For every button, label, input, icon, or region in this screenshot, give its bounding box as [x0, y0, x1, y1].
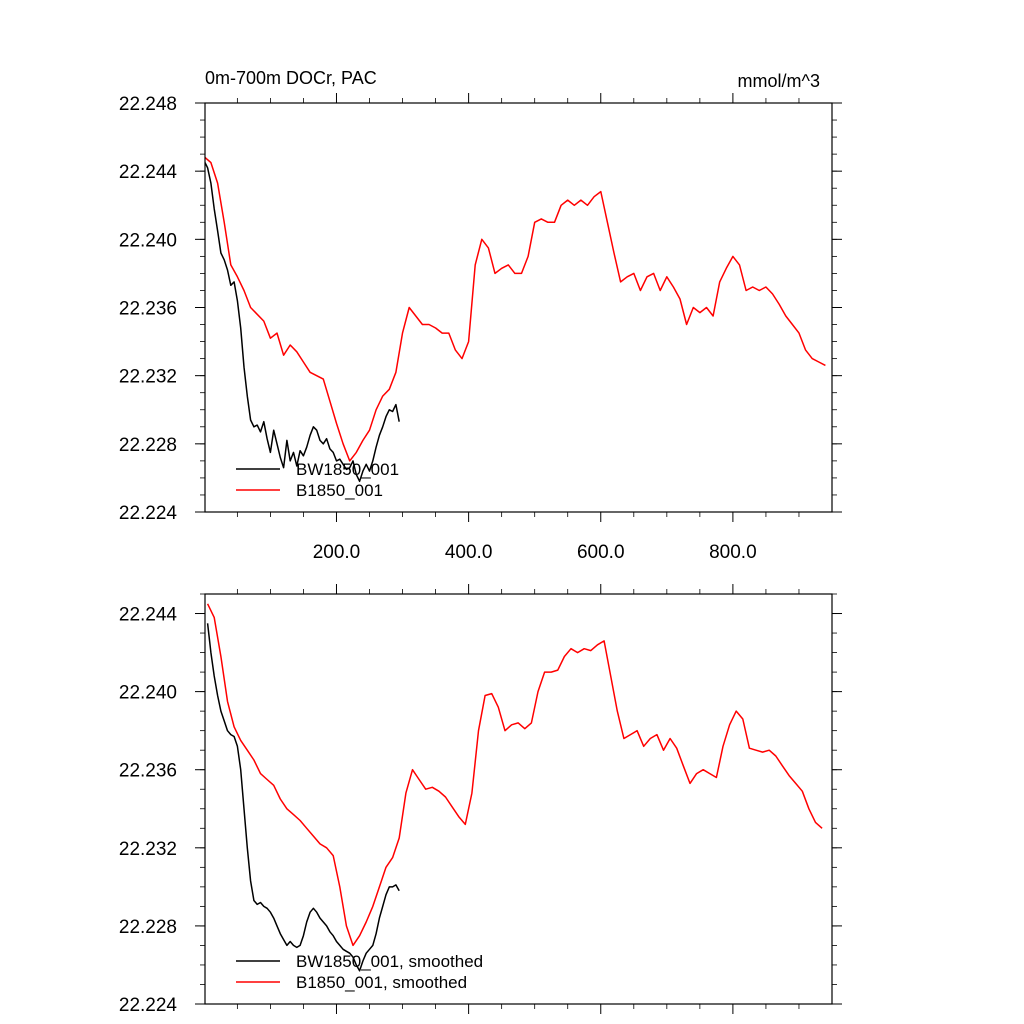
y-tick-label: 22.224: [119, 503, 178, 524]
y-tick-label: 22.228: [119, 435, 177, 456]
tick-group: [195, 93, 842, 522]
legend: BW1850_001, smoothed B1850_001, smoothed: [236, 952, 483, 992]
series-line-b1850: [206, 603, 823, 947]
series-group: [204, 156, 826, 483]
y-tick-label: 22.244: [119, 162, 178, 183]
chart-title: 0m-700m DOCr, PAC: [205, 68, 377, 88]
y-tick-label: 22.224: [119, 995, 178, 1016]
series-group: [206, 603, 823, 972]
tick-label-group: 22.224 22.228 22.232 22.236 22.240 22.244 22.2…: [119, 94, 757, 563]
bottom-panel: 22.224 22.228 22.232 22.236 22.240 22.244 BW1…: [119, 584, 842, 1016]
tick-label-group: 22.224 22.228 22.232 22.236 22.240 22.244: [119, 605, 178, 1016]
top-panel: 0m-700m DOCr, PAC mmol/m^3 22.22422.2282…: [119, 68, 842, 563]
y-tick-label: 22.244: [119, 605, 178, 626]
legend-label: BW1850_001, smoothed: [296, 952, 483, 971]
plot-frame: [204, 593, 833, 1005]
x-tick-label: 200.0: [313, 542, 361, 563]
legend-label: B1850_001, smoothed: [296, 973, 467, 992]
series-line-bw1850: [204, 162, 400, 483]
y-tick-label: 22.232: [119, 839, 177, 860]
series-line-b1850: [204, 156, 826, 462]
plot-frame: [204, 102, 833, 513]
legend-label: B1850_001: [296, 481, 383, 500]
units-label: mmol/m^3: [738, 71, 820, 91]
x-tick-label: 600.0: [577, 542, 625, 563]
y-tick-label: 22.232: [119, 367, 177, 388]
x-tick-label: 400.0: [445, 542, 493, 563]
y-tick-label: 22.240: [119, 230, 177, 251]
y-tick-label: 22.240: [119, 683, 177, 704]
tick-group: [195, 584, 842, 1014]
series-line-bw1850: [206, 623, 400, 972]
x-tick-label: 800.0: [709, 542, 757, 563]
y-tick-label: 22.236: [119, 761, 177, 782]
legend: BW1850_001 B1850_001: [236, 460, 399, 500]
y-tick-label: 22.248: [119, 94, 177, 115]
y-tick-label: 22.228: [119, 917, 177, 938]
legend-label: BW1850_001: [296, 460, 399, 479]
y-tick-label: 22.236: [119, 299, 177, 320]
